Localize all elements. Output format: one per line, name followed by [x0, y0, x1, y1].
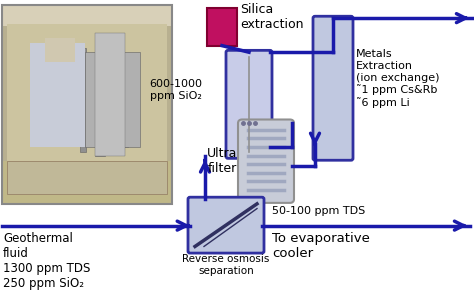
- Bar: [108, 52, 115, 147]
- Text: 50-100 ppm TDS: 50-100 ppm TDS: [272, 206, 365, 216]
- Text: 600-1000
ppm SiO₂: 600-1000 ppm SiO₂: [149, 79, 202, 101]
- Bar: [2, 5, 172, 204]
- Text: To evaporative
cooler: To evaporative cooler: [272, 232, 370, 260]
- Bar: [95, 33, 125, 157]
- Bar: [2, 5, 172, 26]
- Bar: [207, 8, 237, 46]
- Bar: [2, 5, 172, 204]
- Text: Silica
extraction: Silica extraction: [240, 3, 303, 31]
- FancyBboxPatch shape: [238, 119, 294, 203]
- Bar: [7, 24, 167, 161]
- Text: Geothermal
fluid
1300 ppm TDS
250 ppm SiO₂: Geothermal fluid 1300 ppm TDS 250 ppm Si…: [3, 232, 91, 290]
- Bar: [7, 161, 167, 194]
- Bar: [2, 161, 172, 204]
- Text: Ultra
filter: Ultra filter: [207, 147, 237, 175]
- FancyBboxPatch shape: [226, 50, 272, 158]
- Bar: [85, 52, 140, 147]
- Bar: [80, 47, 86, 152]
- Text: Reverse osmosis
separation: Reverse osmosis separation: [182, 254, 270, 276]
- Text: Metals
Extraction
(ion exchange)
˜1 ppm Cs&Rb
˜6 ppm Li: Metals Extraction (ion exchange) ˜1 ppm …: [356, 50, 439, 108]
- Bar: [120, 62, 128, 147]
- FancyBboxPatch shape: [313, 16, 353, 160]
- FancyBboxPatch shape: [188, 197, 264, 253]
- Bar: [30, 43, 85, 147]
- Bar: [95, 33, 105, 157]
- Bar: [45, 38, 75, 62]
